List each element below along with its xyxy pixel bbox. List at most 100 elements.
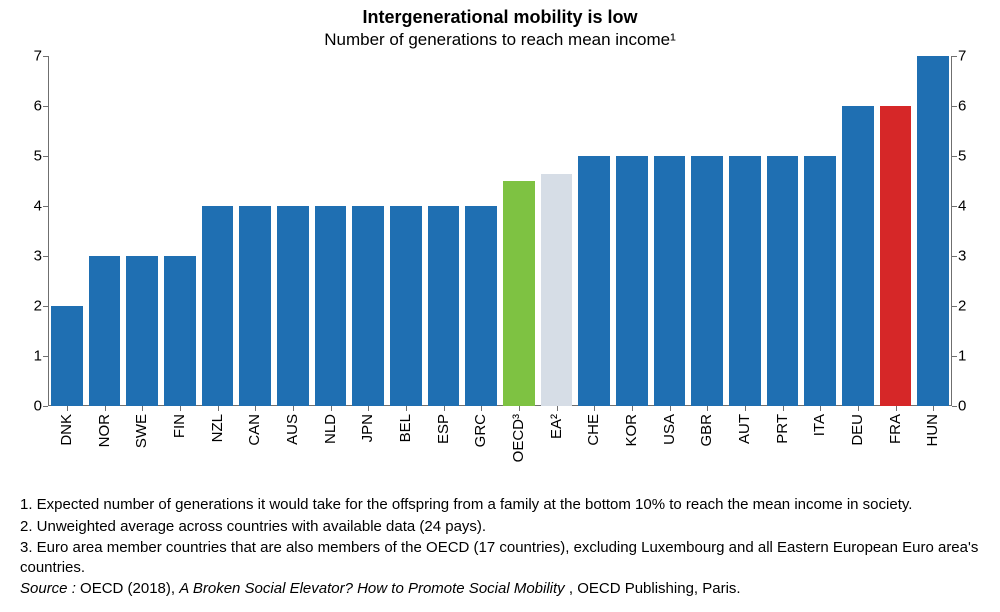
bar [880,106,912,406]
bar [89,256,121,406]
bar [578,156,610,406]
chart-title: Intergenerational mobility is low [0,6,1000,29]
bar [541,174,573,407]
bar [428,206,460,406]
chart-area: 0011223344556677 DNKNORSWEFINNZLCANAUSNL… [20,56,980,486]
plot-area: 0011223344556677 [48,56,952,406]
bar [51,306,83,406]
xtick-mark [557,406,558,411]
bar-slot [914,56,952,406]
bar-slot [651,56,689,406]
ytick-mark-left [43,156,48,157]
ytick-mark-left [43,256,48,257]
xtick-mark [632,406,633,411]
xtick-mark [481,406,482,411]
xtick-label: NOR [96,414,113,447]
xtick-label: NLD [322,414,339,444]
bar-slot [48,56,86,406]
xtick-label: FRA [887,414,904,444]
bar [616,156,648,406]
bar [239,206,271,406]
ytick-mark-left [43,406,48,407]
bar-slot [123,56,161,406]
bar [804,156,836,406]
bar-slot [462,56,500,406]
xtick-mark [105,406,106,411]
xtick-mark [142,406,143,411]
xtick-mark [331,406,332,411]
xtick-mark [896,406,897,411]
bar-slot [274,56,312,406]
bar-slot [764,56,802,406]
xtick-mark [933,406,934,411]
xtick-label: AUS [284,414,301,445]
bar [315,206,347,406]
page-root: Intergenerational mobility is low Number… [0,0,1000,612]
bar [390,206,422,406]
bars-container [48,56,952,406]
bar [126,256,158,406]
xtick-mark [707,406,708,411]
ytick-mark-right [952,306,957,307]
ytick-mark-right [952,56,957,57]
bar [842,106,874,406]
bar [352,206,384,406]
xtick-label: DEU [849,414,866,446]
xtick-label: JPN [359,414,376,442]
xtick-label: DNK [58,414,75,446]
xtick-mark [368,406,369,411]
bar-slot [349,56,387,406]
bar-slot [801,56,839,406]
ytick-mark-right [952,156,957,157]
source-label: Source : [20,580,80,597]
xtick-label: HUN [924,414,941,447]
bar-slot [877,56,915,406]
xtick-mark [745,406,746,411]
xtick-label: ITA [811,414,828,436]
bar [277,206,309,406]
xtick-mark [406,406,407,411]
xtick-mark [858,406,859,411]
xtick-mark [820,406,821,411]
footnote-1: 1. Expected number of generations it wou… [20,495,980,515]
xtick-label: EA² [548,414,565,439]
xtick-mark [255,406,256,411]
xtick-label: AUT [736,414,753,444]
bar-slot [613,56,651,406]
xtick-mark [180,406,181,411]
xtick-label: BEL [397,414,414,442]
ytick-mark-left [43,306,48,307]
ytick-mark-right [952,356,957,357]
footnote-2: 2. Unweighted average across countries w… [20,517,980,537]
ytick-mark-right [952,206,957,207]
bar [503,181,535,406]
bar [654,156,686,406]
xtick-label: CHE [585,414,602,446]
bar [465,206,497,406]
xtick-mark [67,406,68,411]
xtick-label: ESP [435,414,452,444]
xtick-mark [670,406,671,411]
bar [691,156,723,406]
bar [164,256,196,406]
ytick-mark-left [43,206,48,207]
bar-slot [500,56,538,406]
xtick-label: CAN [246,414,263,446]
bar-slot [387,56,425,406]
xtick-label: KOR [623,414,640,447]
bar [767,156,799,406]
bar-slot [538,56,576,406]
bar-slot [236,56,274,406]
xtick-label: OECD³ [510,414,527,462]
footnotes: 1. Expected number of generations it wou… [20,495,980,601]
xtick-label: SWE [133,414,150,448]
bar-slot [312,56,350,406]
ytick-mark-right [952,406,957,407]
bar-slot [425,56,463,406]
xtick-label: USA [661,414,678,445]
xtick-label: GRC [472,414,489,447]
chart-subtitle: Number of generations to reach mean inco… [0,29,1000,50]
bar [917,56,949,406]
xtick-label: FIN [171,414,188,438]
source-title-italic: A Broken Social Elevator? How to Promote… [179,580,569,597]
